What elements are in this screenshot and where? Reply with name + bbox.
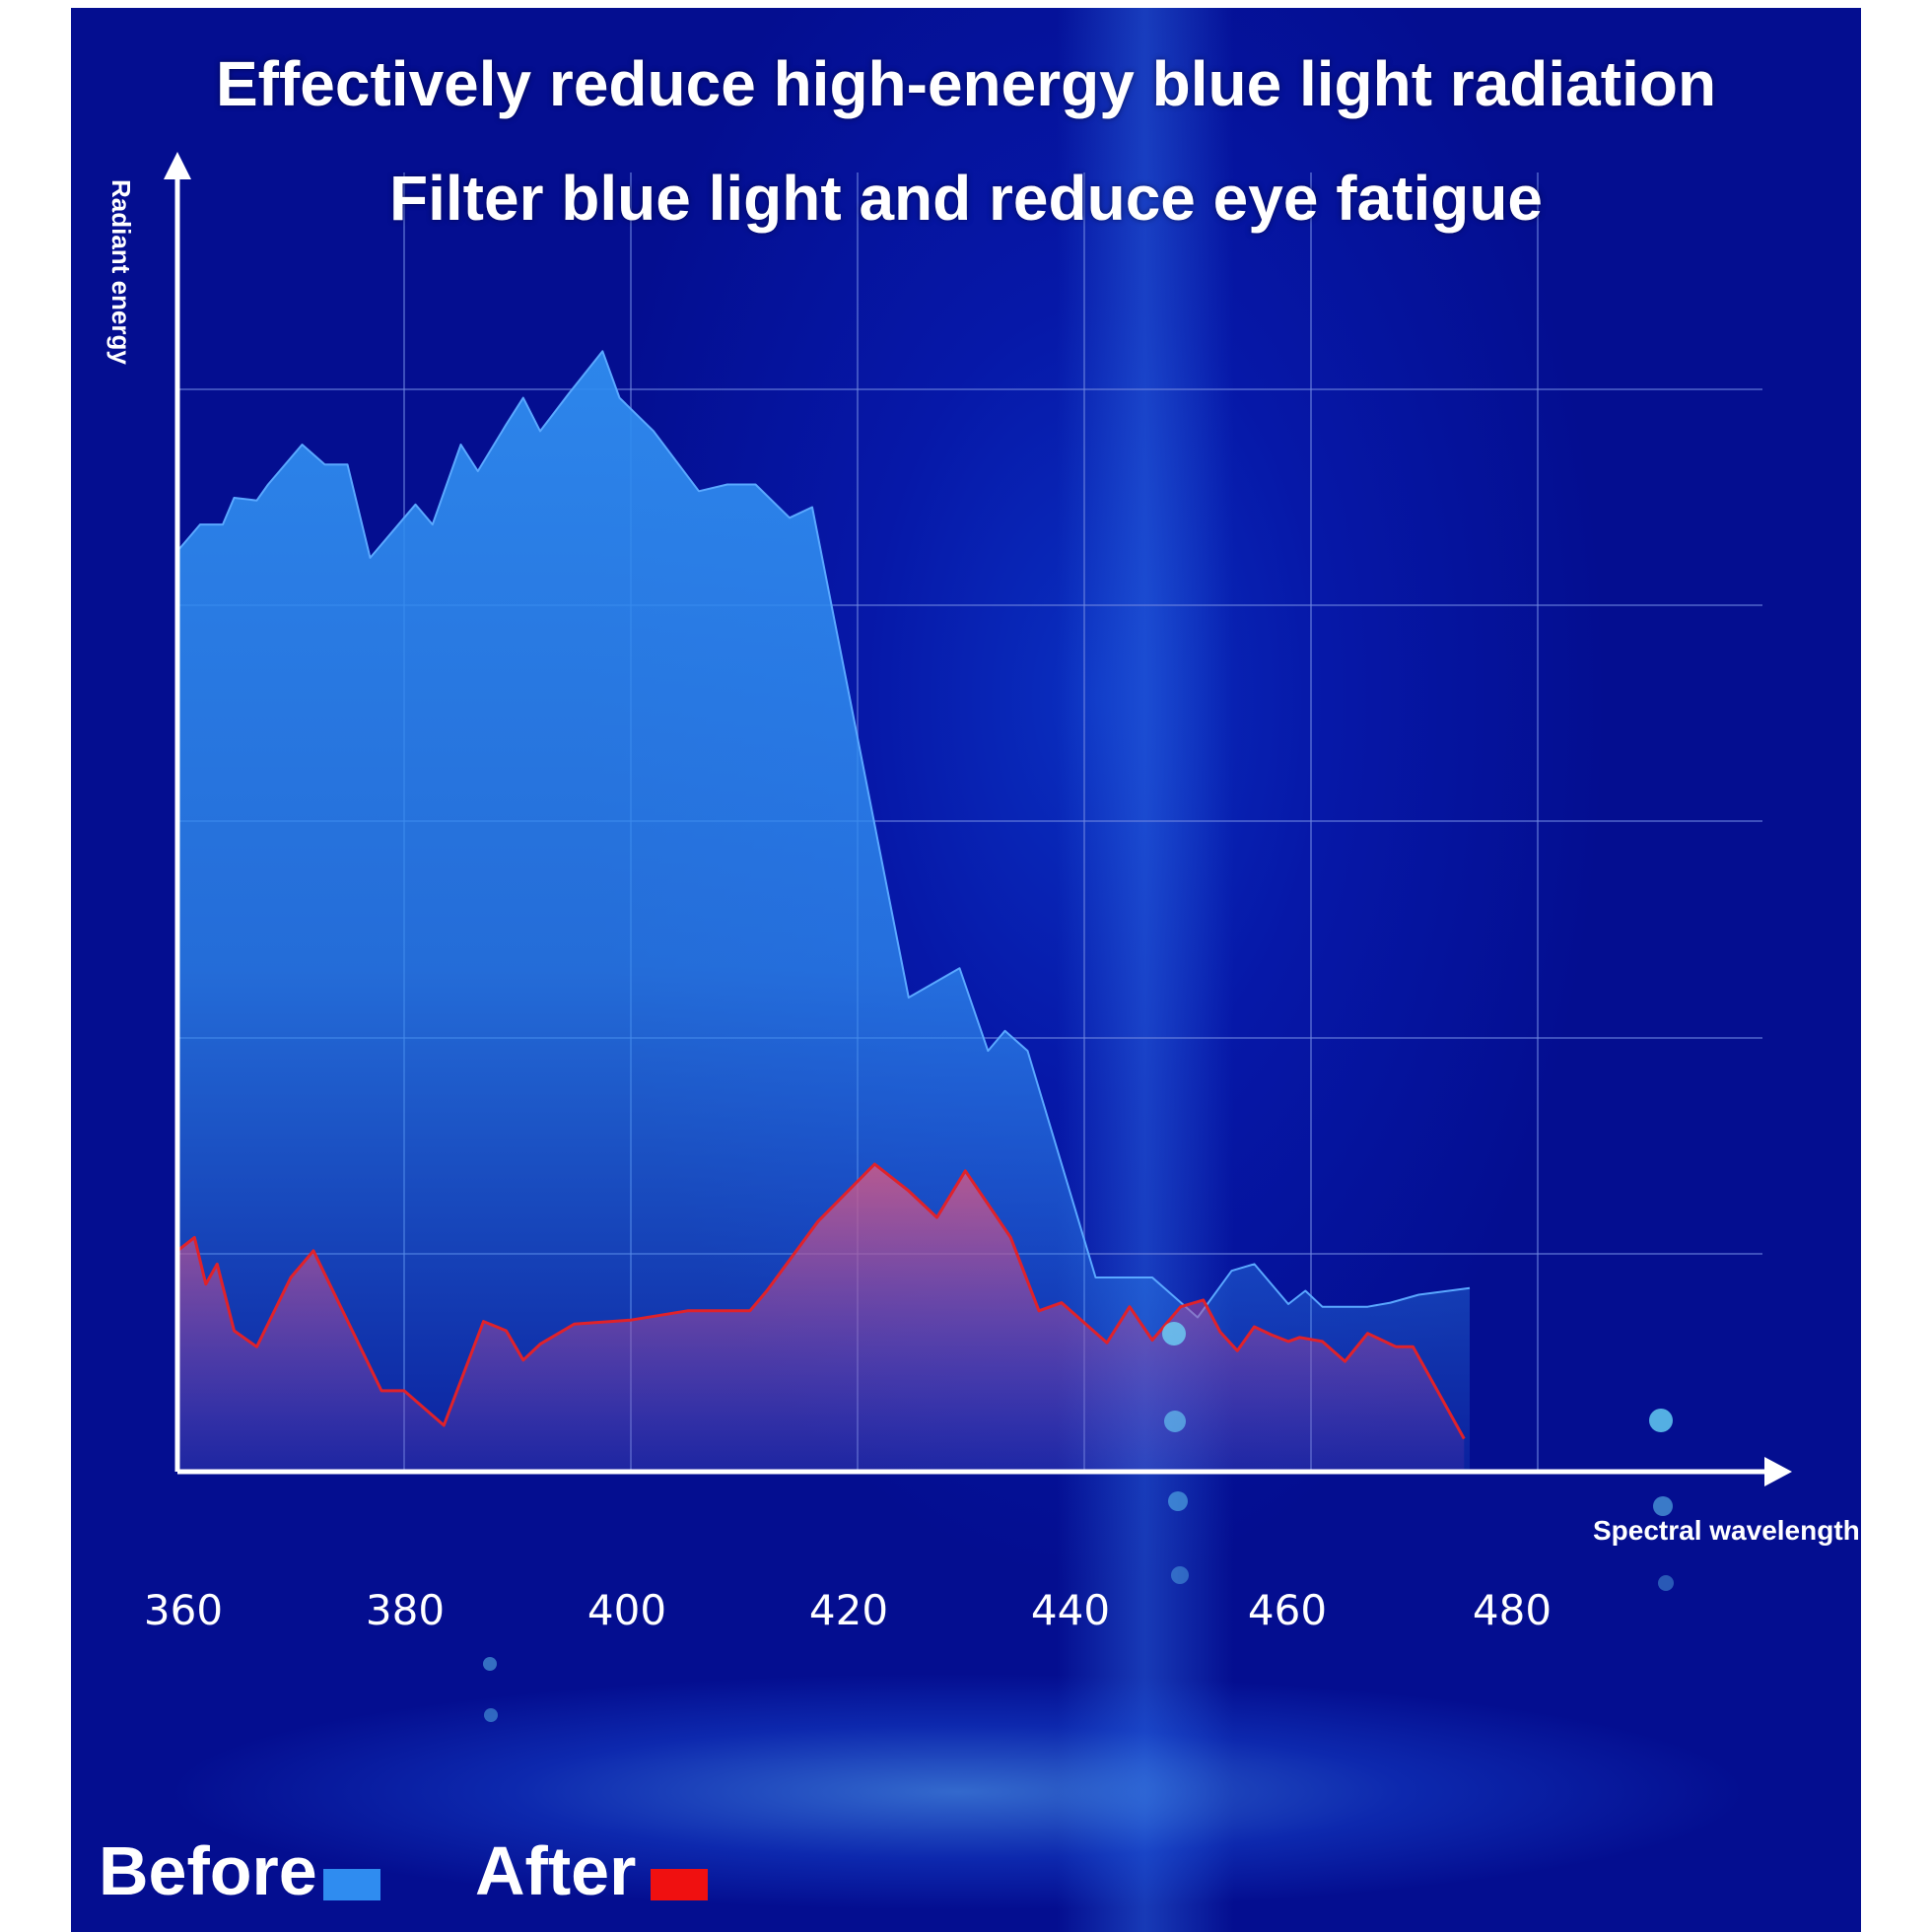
bokeh-dot: [484, 1708, 498, 1722]
x-tick-label: 460: [1248, 1586, 1327, 1634]
after-area: [177, 1164, 1465, 1471]
bokeh-dots: [483, 1322, 1674, 1722]
bokeh-dot: [1171, 1566, 1189, 1584]
before-line: [176, 350, 1471, 1319]
bokeh-dot: [1658, 1575, 1674, 1591]
x-tick-labels: 360 380 400 420 440 460 480: [144, 1586, 1552, 1634]
y-axis-label: Radiant energy: [106, 179, 136, 365]
bokeh-dot: [483, 1657, 497, 1671]
x-axis-arrow-icon: [1764, 1457, 1792, 1486]
bokeh-dot: [1164, 1411, 1186, 1432]
legend-before-swatch: [323, 1869, 380, 1900]
bokeh-dot: [1168, 1491, 1188, 1511]
axes: [164, 152, 1792, 1486]
x-tick-label: 420: [809, 1586, 888, 1634]
x-tick-label: 400: [587, 1586, 666, 1634]
bokeh-dot: [1653, 1496, 1673, 1516]
bokeh-dot: [1649, 1409, 1673, 1432]
y-axis-arrow-icon: [164, 152, 191, 179]
bokeh-dot: [1162, 1322, 1186, 1346]
chart-title: Effectively reduce high-energy blue ligh…: [215, 48, 1717, 119]
x-tick-label: 360: [144, 1586, 223, 1634]
x-tick-label: 480: [1473, 1586, 1552, 1634]
x-tick-label: 380: [366, 1586, 445, 1634]
series-areas: [176, 350, 1471, 1471]
x-tick-label: 440: [1031, 1586, 1110, 1634]
before-area: [177, 351, 1470, 1471]
legend-after-swatch: [651, 1869, 708, 1900]
light-beam-glow: [1057, 8, 1234, 1932]
x-axis-label: Spectral wavelength: [1593, 1515, 1860, 1546]
legend-before-label: Before: [99, 1832, 317, 1909]
legend-after-label: After: [475, 1832, 637, 1909]
chart-subtitle: Filter blue light and reduce eye fatigue: [389, 163, 1543, 234]
after-line: [176, 1162, 1466, 1440]
